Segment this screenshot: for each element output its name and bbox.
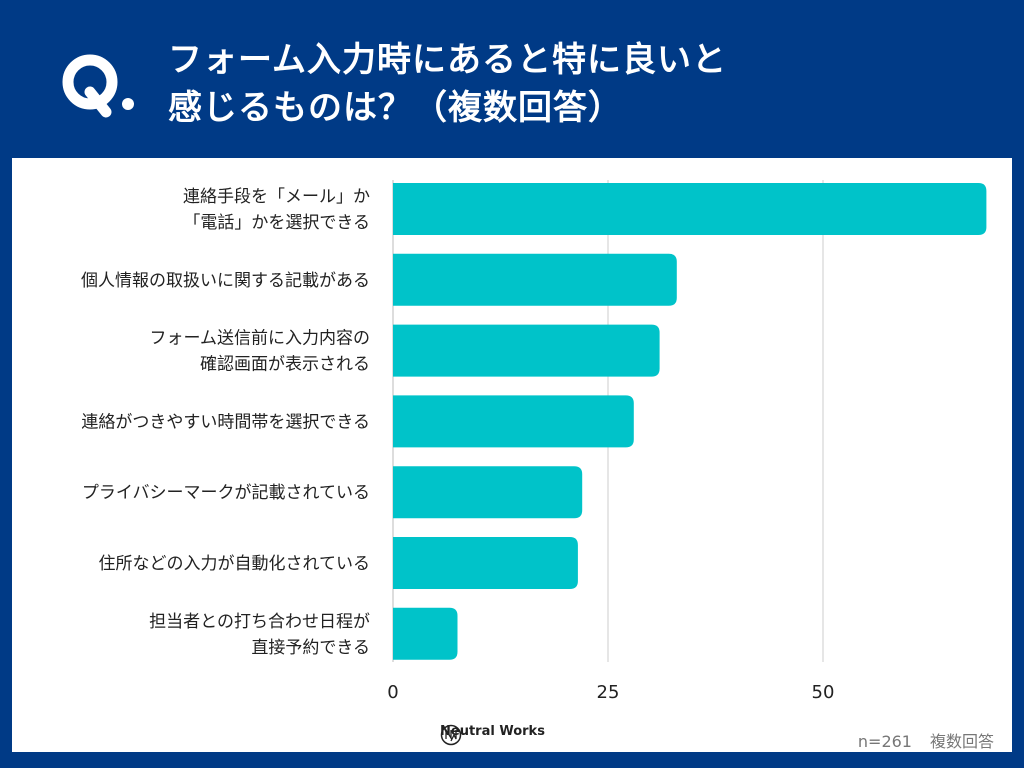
brand-logo-icon: [440, 724, 462, 746]
bar: [393, 395, 634, 448]
page-title: フォーム入力時にあると特に良いと 感じるものは？（複数回答）: [168, 36, 727, 132]
brand-name: Neutral Works: [440, 724, 545, 739]
category-label: 担当者との打ち合わせ日程が: [149, 612, 370, 632]
bar: [393, 466, 583, 519]
x-tick-label: 0: [387, 682, 398, 703]
brand-logo: Neutral Works: [440, 724, 545, 746]
category-label: 住所などの入力が自動化されている: [99, 554, 371, 574]
x-tick-label: 25: [597, 682, 620, 703]
category-label: 確認画面が表示される: [200, 355, 370, 375]
bar: [393, 324, 660, 377]
answer-type-note: 複数回答: [929, 732, 994, 751]
title-line-1: フォーム入力時にあると特に良いと: [168, 40, 727, 80]
x-tick-label: 50: [812, 682, 835, 703]
category-label: 個人情報の取扱いに関する記載がある: [81, 271, 370, 291]
header: フォーム入力時にあると特に良いと 感じるものは？（複数回答）: [0, 0, 1024, 158]
category-label: 連絡がつきやすい時間帯を選択できる: [81, 412, 370, 432]
q-logo-icon: [62, 54, 134, 118]
category-label: 「電話」かを選択できる: [183, 213, 370, 233]
category-label: フォーム送信前に入力内容の: [150, 329, 371, 349]
bar: [393, 183, 987, 235]
bar: [393, 253, 677, 306]
sample-size: n=261: [857, 732, 912, 751]
bar: [393, 607, 458, 660]
category-label: 直接予約できる: [251, 638, 370, 658]
title-line-2: 感じるものは？（複数回答）: [168, 88, 623, 128]
category-label: 連絡手段を「メール」か: [183, 187, 370, 207]
sample-note: n=261 複数回答: [840, 728, 994, 752]
category-label: プライバシーマークが記載されている: [82, 483, 370, 503]
bar: [393, 537, 578, 589]
